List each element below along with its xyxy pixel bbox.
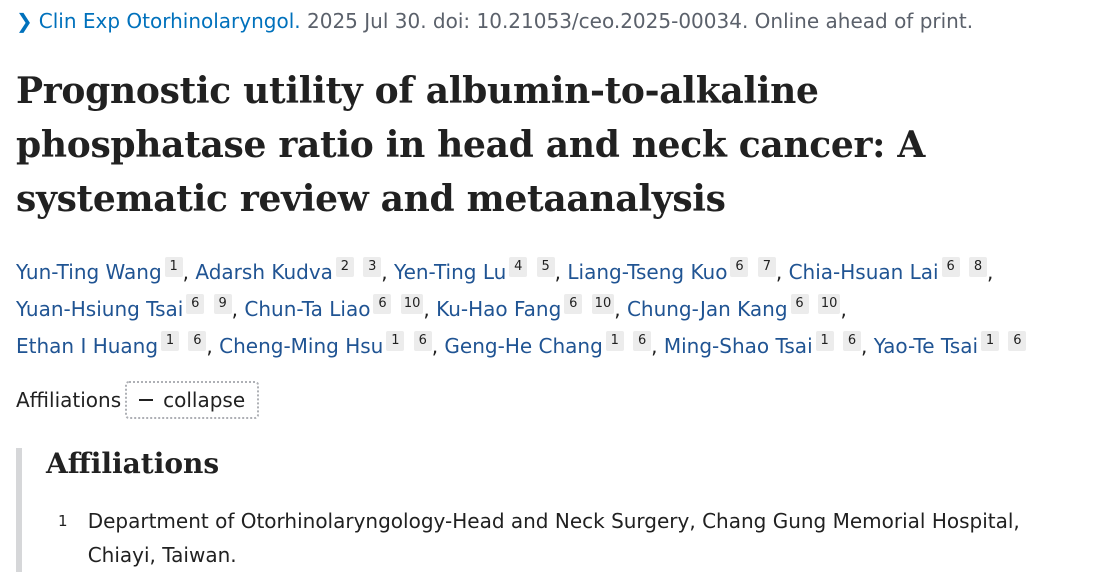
affiliation-ref[interactable]: 6: [188, 331, 207, 351]
author-name-link[interactable]: Yao-Te Tsai: [873, 334, 979, 358]
affiliations-heading: Affiliations: [46, 447, 220, 480]
affiliation-ref[interactable]: 5: [536, 257, 555, 277]
author-line-1: Yun-Ting Wang 1, Adarsh Kudva 2 3, Yen-Tin…: [16, 257, 994, 284]
affiliation-ref[interactable]: 1: [981, 331, 1000, 351]
author-name-link[interactable]: Yen-Ting Lu: [394, 260, 507, 284]
affiliation-ref[interactable]: 6: [186, 294, 205, 314]
affiliation-ref[interactable]: 10: [591, 294, 615, 314]
author-name-link[interactable]: Chia-Hsuan Lai: [788, 260, 939, 284]
author-line-3: Ethan I Huang 1 6, Cheng-Ming Hsu 1 6, Gen…: [16, 328, 1086, 365]
affiliation-ref[interactable]: 1: [164, 257, 183, 277]
author: Liang-Tseng Kuo 6 7: [567, 257, 776, 284]
collapse-button-label: collapse: [163, 388, 246, 412]
author-name-link[interactable]: Ku-Hao Fang: [436, 297, 562, 321]
author: Chun-Ta Liao 6 10: [244, 294, 424, 321]
author-name-link[interactable]: Liang-Tseng Kuo: [567, 260, 728, 284]
affiliation-ref[interactable]: 6: [730, 257, 749, 277]
affiliation-ref[interactable]: 4: [509, 257, 528, 277]
author: Chung-Jan Kang 6 10: [626, 294, 841, 321]
affiliation-ref[interactable]: 6: [842, 331, 861, 351]
journal-link[interactable]: Clin Exp Otorhinolaryngol.: [38, 9, 301, 33]
author: Geng-He Chang 1 6: [444, 331, 652, 358]
author-name-link[interactable]: Yuan-Hsiung Tsai: [16, 297, 184, 321]
affiliation-ref[interactable]: 1: [386, 331, 405, 351]
author: Ethan I Huang 1 6: [16, 331, 207, 358]
author-name-link[interactable]: Chung-Jan Kang: [626, 297, 788, 321]
article-title: Prognostic utility of albumin-to-alkalin…: [16, 70, 926, 220]
affiliation-ref[interactable]: 1: [161, 331, 180, 351]
affiliations-label: Affiliations: [16, 388, 122, 412]
affiliation-item: 1 Department of Otorhinolaryngology-Head…: [58, 504, 1078, 572]
affiliation-ref[interactable]: 9: [213, 294, 232, 314]
affiliation-ref[interactable]: 1: [815, 331, 834, 351]
affiliation-ref[interactable]: 1: [605, 331, 624, 351]
affiliation-ref[interactable]: 6: [941, 257, 960, 277]
affiliation-ref[interactable]: 6: [633, 331, 652, 351]
affiliation-ref[interactable]: 2: [335, 257, 354, 277]
affiliation-ref[interactable]: 6: [790, 294, 809, 314]
affiliation-text: Department of Otorhinolaryngology-Head a…: [87, 509, 1020, 567]
collapse-affiliations-button[interactable]: collapse: [125, 381, 260, 419]
author: Chia-Hsuan Lai 6 8: [788, 257, 987, 284]
affiliation-ref[interactable]: 3: [363, 257, 382, 277]
affiliation-ref[interactable]: 7: [757, 257, 776, 277]
author-name-link[interactable]: Geng-He Chang: [444, 334, 603, 358]
affiliation-ref[interactable]: 10: [817, 294, 841, 314]
author: Yen-Ting Lu 4 5: [394, 257, 555, 284]
author-name-link[interactable]: Cheng-Ming Hsu: [219, 334, 384, 358]
affiliation-ref[interactable]: 6: [564, 294, 583, 314]
citation-line: ❯ Clin Exp Otorhinolaryngol. 2025 Jul 30.…: [16, 6, 973, 36]
author: Cheng-Ming Hsu 1 6: [219, 331, 432, 358]
author-name-link[interactable]: Adarsh Kudva: [195, 260, 333, 284]
author: Ming-Shao Tsai 1 6: [663, 331, 861, 358]
affiliation-ref[interactable]: 8: [968, 257, 987, 277]
affiliation-ref[interactable]: 10: [400, 294, 424, 314]
author: Yun-Ting Wang 1: [16, 257, 183, 284]
author-name-link[interactable]: Chun-Ta Liao: [244, 297, 371, 321]
author-line-2: Yuan-Hsiung Tsai 6 9, Chun-Ta Liao 6 10, K…: [16, 294, 847, 321]
author: Yuan-Hsiung Tsai 6 9: [16, 294, 232, 321]
affiliations-panel: Affiliations 1 Department of Otorhinolar…: [16, 447, 1091, 572]
author: Ku-Hao Fang 6 10: [436, 294, 615, 321]
minus-icon: [139, 399, 154, 401]
author: Adarsh Kudva 2 3: [195, 257, 382, 284]
author: Yao-Te Tsai 1 6: [873, 331, 1027, 358]
author-name-link[interactable]: Yun-Ting Wang: [16, 260, 162, 284]
author-name-link[interactable]: Ming-Shao Tsai: [663, 334, 813, 358]
affiliations-toggle-row: Affiliations collapse: [16, 380, 260, 420]
affiliation-ref[interactable]: 6: [373, 294, 392, 314]
author-list: Yun-Ting Wang 1, Adarsh Kudva 2 3, Yen-Tin…: [16, 254, 1086, 365]
author-name-link[interactable]: Ethan I Huang: [16, 334, 159, 358]
citation-details: 2025 Jul 30. doi: 10.21053/ceo.2025-0003…: [300, 9, 974, 33]
affiliation-number: 1: [58, 512, 68, 530]
affiliation-ref[interactable]: 6: [413, 331, 432, 351]
affiliation-ref[interactable]: 6: [1008, 331, 1027, 351]
chevron-right-icon[interactable]: ❯: [16, 9, 33, 33]
